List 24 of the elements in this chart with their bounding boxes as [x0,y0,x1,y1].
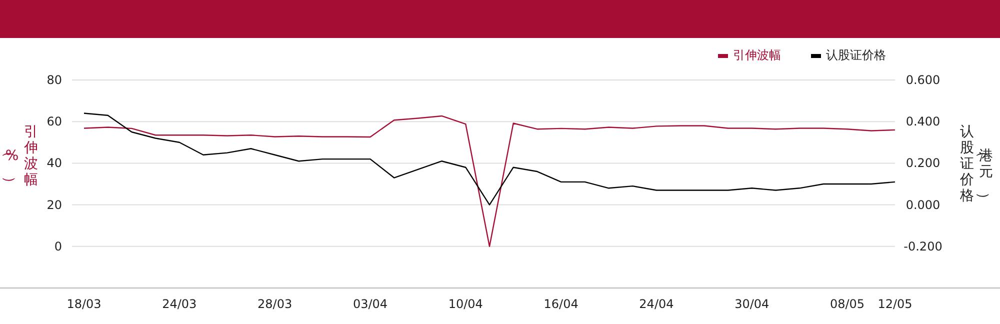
x-tick-label: 28/03 [258,297,292,311]
y2-tick-label: 0.600 [906,73,940,87]
y-tick-label: 80 [46,73,62,87]
y-tick-label: 20 [46,198,62,212]
legend-label: 认股证价格 [826,48,886,62]
x-tick-label: 12/05 [878,297,912,311]
y2-tick-label: 0.000 [906,198,940,212]
x-tick-label: 18/03 [66,297,102,311]
y-tick-label: 60 [46,114,62,129]
line-series [83,112,896,206]
y-tick-label: 40 [46,156,62,170]
x-tick-label: 30/04 [734,297,770,311]
y-tick-label: 0 [54,239,62,254]
x-tick-label: 24/03 [162,297,197,311]
x-tick-label: 24/04 [639,297,674,311]
x-tick-label: 16/04 [544,297,578,311]
x-tick-label: 03/04 [352,297,388,311]
legend-label: 引伸波幅 [733,48,781,62]
y2-tick-label: 0.400 [906,114,940,129]
line-series [83,115,896,247]
x-tick-label: 08/05 [830,297,865,311]
y2-tick-label: -0.200 [904,239,942,254]
x-tick-label: 10/04 [448,297,483,311]
y2-tick-label: 0.200 [906,156,940,170]
